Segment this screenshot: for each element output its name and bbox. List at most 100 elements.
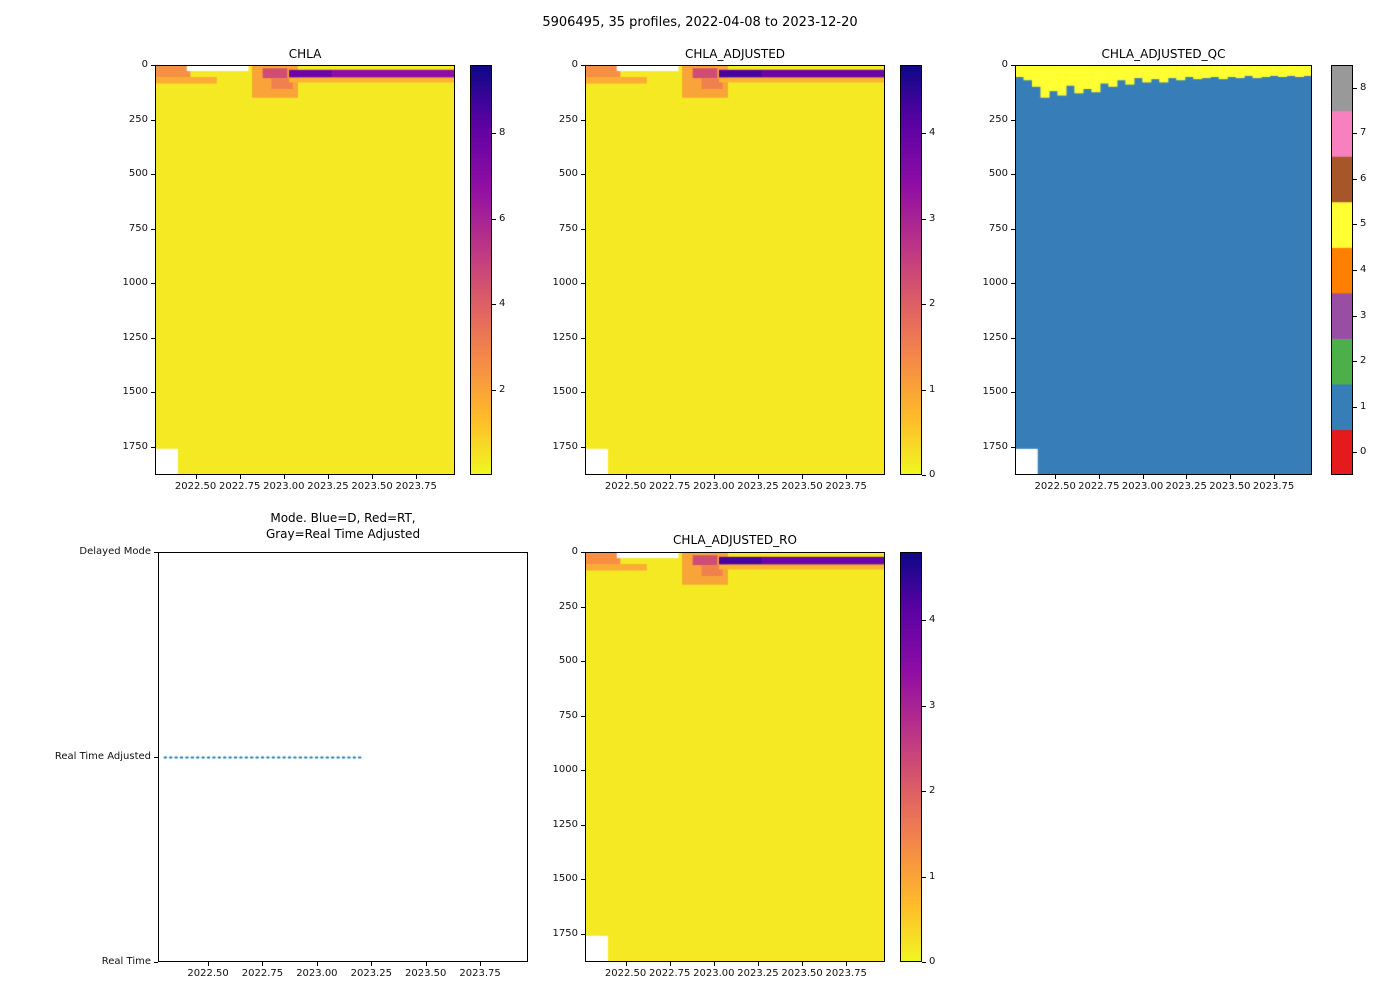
- colorbar-tick-mark: [492, 304, 496, 306]
- colorbar-tick-label: 1: [929, 870, 936, 882]
- x-tick-mark: [669, 475, 671, 479]
- y-tick-mark: [1011, 228, 1015, 230]
- colorbar-tick-label: 4: [929, 127, 936, 139]
- x-tick-label: 2023.50: [781, 968, 823, 979]
- y-tick-label: 250: [558, 600, 578, 612]
- x-tick-label: 2023.50: [405, 968, 447, 979]
- colorbar-tick-label: 3: [1360, 309, 1367, 321]
- chla-adjusted-qc-title: CHLA_ADJUSTED_QC: [1101, 47, 1226, 61]
- chla-heatmap-canvas: [155, 65, 455, 475]
- x-tick-label: 2023.00: [263, 481, 305, 492]
- x-tick-mark: [195, 475, 197, 479]
- x-tick-label: 2022.50: [1034, 481, 1076, 492]
- x-tick-mark: [802, 475, 804, 479]
- colorbar-tick-mark: [1353, 178, 1357, 180]
- chla-colorbar-canvas: [470, 65, 492, 475]
- chla-heatmap: [155, 65, 455, 475]
- chla-adjusted-colorbar-canvas: [900, 65, 922, 475]
- y-tick-label: 1250: [982, 331, 1008, 343]
- y-tick-mark: [151, 174, 155, 176]
- y-tick-mark: [151, 446, 155, 448]
- chla-adjusted-ro-heatmap-canvas: [585, 552, 885, 962]
- colorbar-tick-mark: [922, 962, 926, 963]
- y-tick-mark: [581, 933, 585, 935]
- colorbar-tick-label: 1: [929, 383, 936, 395]
- x-tick-mark: [713, 475, 715, 479]
- y-tick-mark: [1011, 337, 1015, 339]
- x-tick-mark: [1229, 475, 1231, 479]
- y-tick-label: 1750: [982, 440, 1008, 452]
- y-tick-label: 1000: [982, 277, 1008, 289]
- x-tick-mark: [262, 962, 264, 966]
- colorbar-tick-label: 4: [929, 614, 936, 626]
- x-tick-label: 2023.00: [693, 481, 735, 492]
- y-tick-mark: [151, 119, 155, 121]
- chla-adjusted-qc-colorbar: [1331, 65, 1353, 475]
- x-tick-mark: [1055, 475, 1057, 479]
- y-tick-mark: [581, 174, 585, 176]
- x-tick-mark: [802, 962, 804, 966]
- colorbar-tick-mark: [1353, 452, 1357, 454]
- x-tick-label: 2022.75: [219, 481, 261, 492]
- colorbar-tick-label: 3: [929, 699, 936, 711]
- colorbar-tick-label: 4: [1360, 264, 1367, 275]
- y-tick-label: 1500: [982, 386, 1008, 398]
- x-tick-label: 2023.25: [737, 481, 779, 492]
- x-tick-label: 2023.00: [1121, 481, 1164, 492]
- y-tick-mark: [1011, 392, 1015, 394]
- mode-title-line2: Gray=Real Time Adjusted: [265, 527, 421, 541]
- x-tick-mark: [480, 962, 482, 966]
- mode-plot: [158, 552, 528, 962]
- x-tick-label: 2023.75: [825, 968, 867, 979]
- x-tick-label: 2022.75: [649, 481, 691, 492]
- x-tick-mark: [316, 962, 318, 966]
- x-tick-label: 2023.50: [351, 481, 393, 492]
- colorbar-tick-mark: [1353, 133, 1357, 135]
- mode-y-tick-label: Delayed Mode: [79, 546, 151, 557]
- y-tick-label: 0: [571, 59, 578, 70]
- x-tick-mark: [757, 475, 759, 479]
- y-tick-label: 500: [558, 655, 578, 667]
- x-tick-label: 2022.75: [241, 968, 284, 979]
- y-tick-label: 750: [128, 222, 148, 234]
- y-tick-label: 1750: [122, 440, 148, 452]
- colorbar-tick-label: 8: [1360, 81, 1367, 93]
- y-tick-label: 500: [988, 168, 1008, 180]
- x-tick-label: 2023.25: [307, 481, 349, 492]
- colorbar-tick-label: 0: [929, 956, 936, 967]
- x-tick-mark: [283, 475, 285, 479]
- y-tick-mark: [581, 606, 585, 608]
- x-tick-mark: [327, 475, 329, 479]
- y-tick-label: 1250: [122, 331, 148, 343]
- x-tick-mark: [1098, 475, 1100, 479]
- colorbar-tick-label: 3: [929, 212, 936, 224]
- colorbar-tick-label: 7: [1360, 127, 1367, 139]
- x-tick-mark: [208, 962, 210, 966]
- y-tick-mark: [581, 552, 585, 553]
- mode-y-tick-label: Real Time: [101, 956, 151, 967]
- colorbar-tick-label: 4: [499, 298, 506, 310]
- chla-adjusted-heatmap-canvas: [585, 65, 885, 475]
- x-tick-label: 2023.75: [1252, 481, 1295, 492]
- y-tick-mark: [151, 65, 155, 66]
- x-tick-label: 2022.50: [187, 968, 229, 979]
- y-tick-mark: [581, 283, 585, 285]
- chla-adjusted-ro-heatmap: [585, 552, 885, 962]
- y-tick-mark: [581, 879, 585, 881]
- y-tick-label: 0: [571, 546, 578, 557]
- x-tick-label: 2023.75: [459, 968, 501, 979]
- chla-adjusted-colorbar: [900, 65, 922, 475]
- chla-adjusted-qc-colorbar-canvas: [1331, 65, 1353, 475]
- x-tick-label: 2023.75: [395, 481, 437, 492]
- y-tick-mark: [581, 824, 585, 826]
- colorbar-tick-mark: [922, 133, 926, 135]
- x-tick-label: 2023.00: [296, 968, 338, 979]
- y-tick-label: 1000: [552, 277, 578, 289]
- y-tick-label: 0: [1001, 59, 1008, 70]
- y-tick-mark: [581, 119, 585, 121]
- y-tick-label: 1250: [552, 818, 578, 830]
- colorbar-tick-mark: [1353, 406, 1357, 408]
- colorbar-tick-label: 0: [929, 469, 936, 480]
- x-tick-mark: [239, 475, 241, 479]
- x-tick-label: 2023.25: [350, 968, 392, 979]
